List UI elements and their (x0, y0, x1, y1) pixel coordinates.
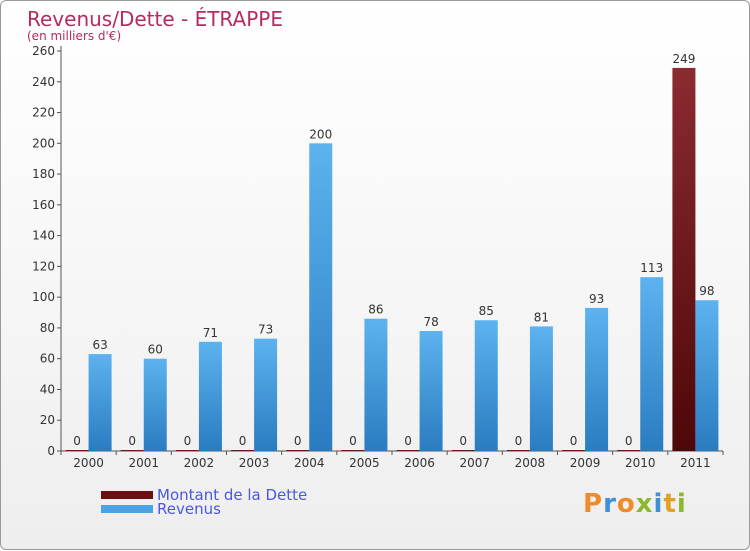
bar-revenus (640, 277, 664, 451)
x-tick-label: 2007 (459, 456, 490, 470)
bar-dette (672, 67, 696, 451)
data-label-revenus: 93 (589, 292, 604, 306)
legend-swatch-revenus (101, 505, 153, 513)
legend-label-debt: Montant de la Dette (157, 486, 308, 504)
y-tick-label: 100 (32, 290, 55, 304)
bar-revenus (198, 341, 222, 451)
bar-revenus (309, 143, 333, 452)
bar-dette (451, 450, 475, 451)
data-label-revenus: 81 (534, 310, 549, 324)
bar-revenus (143, 358, 167, 451)
y-tick-label: 80 (40, 321, 55, 335)
data-label-dette: 0 (294, 434, 302, 448)
y-tick-label: 40 (40, 382, 55, 396)
bar-dette (65, 450, 89, 451)
logo-letter: i (653, 489, 664, 519)
logo-letter: o (616, 489, 636, 519)
data-label-revenus: 78 (423, 315, 438, 329)
bar-revenus (88, 354, 112, 451)
x-tick-label: 2003 (239, 456, 270, 470)
bar-revenus (585, 307, 609, 451)
bar-dette (396, 450, 420, 451)
bar-dette (120, 450, 144, 451)
legend-label-revenus: Revenus (157, 500, 221, 518)
data-label-revenus: 63 (92, 338, 107, 352)
bar-revenus (364, 318, 388, 451)
y-tick-label: 180 (32, 167, 55, 181)
y-tick-label: 60 (40, 352, 55, 366)
bar-revenus (419, 331, 443, 451)
x-tick-label: 2005 (349, 456, 380, 470)
legend-swatch-debt (101, 491, 153, 499)
logo-letter: i (676, 489, 687, 519)
data-label-revenus: 98 (699, 284, 714, 298)
bar-revenus (254, 338, 278, 451)
y-tick-label: 160 (32, 198, 55, 212)
data-label-dette: 0 (404, 434, 412, 448)
logo-letter: x (635, 489, 654, 519)
bar-dette (506, 450, 530, 451)
bar-revenus (529, 326, 553, 451)
x-tick-label: 2008 (515, 456, 546, 470)
x-tick-label: 2011 (680, 456, 711, 470)
y-tick-label: 220 (32, 106, 55, 120)
data-label-dette: 0 (73, 434, 81, 448)
data-label-dette: 249 (672, 52, 695, 66)
bar-dette (175, 450, 199, 451)
chart-title: Revenus/Dette - ÉTRAPPE (27, 7, 283, 31)
data-label-revenus: 200 (309, 127, 332, 141)
bar-dette (231, 450, 255, 451)
chart-subtitle: (en milliers d'€) (27, 29, 122, 43)
data-label-revenus: 113 (640, 261, 663, 275)
x-tick-label: 2006 (404, 456, 435, 470)
x-tick-label: 2000 (73, 456, 104, 470)
data-label-dette: 0 (459, 434, 467, 448)
data-label-revenus: 85 (479, 304, 494, 318)
y-tick-label: 120 (32, 259, 55, 273)
data-label-revenus: 86 (368, 303, 383, 317)
data-label-dette: 0 (128, 434, 136, 448)
logo-letter: P (583, 489, 604, 519)
y-tick-label: 240 (32, 75, 55, 89)
data-label-revenus: 71 (203, 326, 218, 340)
bar-dette (562, 450, 586, 451)
y-tick-label: 20 (40, 413, 55, 427)
data-label-revenus: 60 (148, 343, 163, 357)
y-tick-label: 140 (32, 229, 55, 243)
data-label-dette: 0 (184, 434, 192, 448)
logo-letter: t (663, 489, 677, 519)
bar-dette (286, 450, 310, 451)
logo-letter: r (603, 489, 617, 519)
data-label-dette: 0 (515, 434, 523, 448)
y-tick-label: 0 (47, 444, 55, 458)
y-tick-label: 200 (32, 136, 55, 150)
x-tick-label: 2004 (294, 456, 325, 470)
proxiti-logo: Proxiti (583, 489, 687, 519)
data-label-dette: 0 (625, 434, 633, 448)
x-tick-label: 2002 (184, 456, 215, 470)
bar-revenus (474, 320, 498, 451)
bar-dette (617, 450, 641, 451)
data-label-dette: 0 (239, 434, 247, 448)
data-label-revenus: 73 (258, 323, 273, 337)
data-label-dette: 0 (570, 434, 578, 448)
x-tick-label: 2009 (570, 456, 601, 470)
data-label-dette: 0 (349, 434, 357, 448)
x-tick-label: 2010 (625, 456, 656, 470)
x-tick-label: 2001 (128, 456, 159, 470)
bar-dette (341, 450, 365, 451)
y-tick-label: 260 (32, 44, 55, 58)
bar-revenus (695, 300, 719, 451)
